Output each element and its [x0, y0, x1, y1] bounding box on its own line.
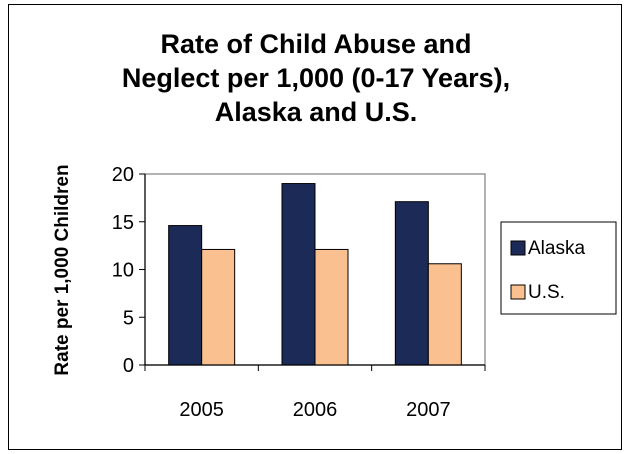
bar-u-s-2006	[314, 248, 349, 366]
x-tick-label: 2006	[293, 399, 338, 421]
y-tick-label: 10	[112, 260, 134, 282]
chart-title-line-3: Alaska and U.S.	[214, 97, 418, 127]
x-tick-label: 2005	[179, 399, 224, 421]
y-axis-title: Rate per 1,000 Children	[52, 164, 73, 375]
bar-alaska-2007	[394, 201, 429, 366]
chart-title-line-1: Rate of Child Abuse and	[160, 29, 472, 59]
legend-swatch	[510, 284, 526, 300]
legend: Alaska U.S.	[500, 221, 617, 315]
y-tick-label: 15	[112, 212, 134, 234]
x-tick-label: 2007	[406, 399, 451, 421]
bar-alaska-2005	[168, 225, 203, 366]
y-tick-label: 0	[123, 355, 134, 377]
bar-u-s-2005	[201, 248, 236, 366]
chart-title-line-2: Neglect per 1,000 (0-17 Years),	[121, 63, 511, 93]
legend-label: U.S.	[528, 282, 565, 303]
legend-label: Alaska	[528, 238, 585, 259]
y-tick-label: 5	[123, 307, 134, 329]
bar-u-s-2007	[427, 263, 462, 366]
plot-area	[144, 173, 486, 366]
y-tick-label: 20	[112, 164, 134, 186]
y-axis: 0 5 10 15 20	[112, 164, 146, 377]
bar-alaska-2006	[281, 183, 316, 366]
x-axis: 2005 2006 2007	[144, 364, 486, 421]
chart-title: Rate of Child Abuse and Neglect per 1,00…	[9, 27, 623, 129]
legend-swatch	[510, 240, 526, 256]
